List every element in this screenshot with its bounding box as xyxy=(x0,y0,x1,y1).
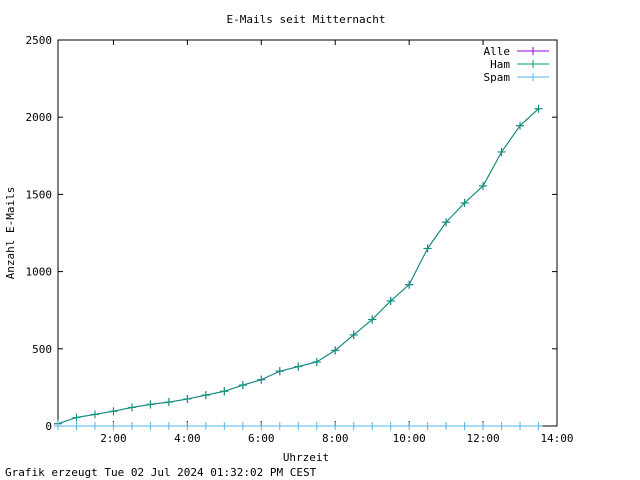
data-point xyxy=(201,391,210,400)
data-point xyxy=(368,422,377,430)
footer-timestamp: Grafik erzeugt Tue 02 Jul 2024 01:32:02 … xyxy=(5,466,317,479)
data-point xyxy=(349,422,358,430)
x-tick-label: 10:00 xyxy=(393,432,426,445)
x-tick-label: 8:00 xyxy=(322,432,349,445)
x-tick-label: 14:00 xyxy=(540,432,573,445)
data-point xyxy=(164,422,173,430)
axis-ticks: 0 500 1000 1500 2000 2500 2:00 4:00 6:00 8:00 10:0… xyxy=(26,34,574,445)
legend-label: Spam xyxy=(484,71,511,84)
data-point xyxy=(497,147,506,156)
data-point xyxy=(423,422,432,430)
data-point xyxy=(331,346,340,355)
data-point xyxy=(497,422,506,430)
data-point xyxy=(534,104,543,113)
data-point xyxy=(312,422,321,430)
data-point xyxy=(90,422,99,430)
data-point xyxy=(164,398,173,407)
y-tick-label: 1000 xyxy=(26,266,53,279)
data-point xyxy=(146,400,155,409)
data-point xyxy=(368,315,377,324)
data-point xyxy=(460,422,469,430)
y-tick-label: 1500 xyxy=(26,188,53,201)
y-tick-label: 2000 xyxy=(26,111,53,124)
chart-title: E-Mails seit Mitternacht xyxy=(227,13,386,26)
data-point xyxy=(405,280,414,289)
series-line-alle xyxy=(57,108,539,425)
legend-label: Ham xyxy=(490,58,510,71)
data-point xyxy=(257,422,266,430)
series-alle xyxy=(54,104,543,428)
plot-frame xyxy=(57,39,558,427)
data-point xyxy=(349,330,358,339)
series-line-ham xyxy=(57,108,539,425)
data-point xyxy=(201,422,210,430)
data-point xyxy=(127,403,136,412)
data-point xyxy=(423,244,432,253)
data-point xyxy=(90,410,99,419)
data-point xyxy=(109,407,118,416)
data-point xyxy=(109,422,118,430)
data-point xyxy=(220,387,229,396)
y-tick-label: 0 xyxy=(45,420,52,433)
y-tick-label: 2500 xyxy=(26,34,53,47)
data-point xyxy=(54,422,62,430)
data-point xyxy=(127,422,136,430)
data-point xyxy=(405,422,414,430)
data-point xyxy=(516,121,525,130)
x-tick-label: 2:00 xyxy=(100,432,127,445)
data-point xyxy=(183,422,192,430)
data-point xyxy=(183,394,192,403)
y-axis-label: Anzahl E-Mails xyxy=(4,187,17,280)
data-series xyxy=(54,104,543,430)
data-point xyxy=(275,422,284,430)
x-tick-label: 4:00 xyxy=(174,432,201,445)
y-tick-label: 500 xyxy=(32,343,52,356)
legend-label: Alle xyxy=(484,45,511,58)
series-spam xyxy=(54,422,543,430)
data-point xyxy=(386,296,395,305)
data-point xyxy=(534,422,543,430)
data-point xyxy=(72,413,81,422)
data-point xyxy=(72,422,81,430)
data-point xyxy=(479,422,488,430)
data-point xyxy=(331,422,340,430)
data-point xyxy=(220,422,229,430)
data-point xyxy=(312,357,321,366)
data-point xyxy=(275,367,284,376)
data-point xyxy=(238,422,247,430)
data-point xyxy=(442,422,451,430)
data-point xyxy=(442,218,451,227)
data-point xyxy=(386,422,395,430)
data-point xyxy=(516,422,525,430)
data-point xyxy=(238,381,247,390)
data-point xyxy=(146,422,155,430)
x-tick-label: 6:00 xyxy=(248,432,275,445)
data-point xyxy=(479,181,488,190)
data-point xyxy=(294,362,303,371)
data-point xyxy=(460,198,469,207)
x-axis-label: Uhrzeit xyxy=(283,451,329,464)
series-ham xyxy=(54,104,543,428)
data-point xyxy=(257,375,266,384)
data-point xyxy=(294,422,303,430)
x-tick-label: 12:00 xyxy=(467,432,500,445)
